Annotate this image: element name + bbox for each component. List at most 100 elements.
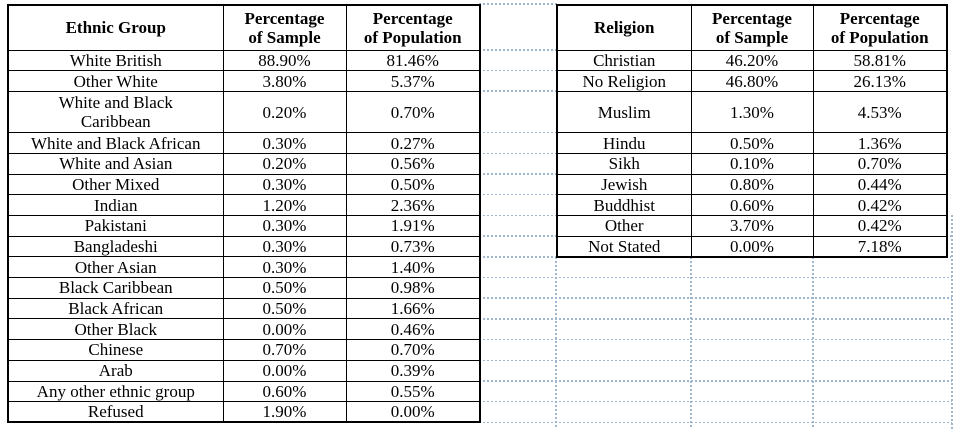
cell[interactable]: White and Black African	[7, 132, 224, 154]
gridline-v	[690, 257, 692, 429]
cell[interactable]: 0.55%	[345, 380, 481, 403]
column-header[interactable]: Religion	[556, 4, 692, 51]
cell[interactable]: 0.10%	[690, 152, 814, 175]
cell[interactable]: Jewish	[556, 173, 692, 196]
cell[interactable]: 88.90%	[222, 49, 347, 72]
gridline-h	[479, 276, 952, 279]
gridline-v	[555, 257, 557, 429]
cell[interactable]: 46.20%	[690, 49, 814, 72]
cell[interactable]: White and Black Caribbean	[7, 90, 224, 134]
cell[interactable]: 1.30%	[690, 90, 814, 134]
cell[interactable]: 0.44%	[812, 173, 948, 196]
cell[interactable]: 0.30%	[222, 215, 347, 237]
cell[interactable]: 0.98%	[345, 277, 481, 299]
cell[interactable]: 0.30%	[222, 256, 347, 279]
cell[interactable]: 0.70%	[345, 339, 481, 361]
cell[interactable]: 1.20%	[222, 194, 347, 217]
gridline-h	[946, 256, 951, 258]
cell[interactable]: 0.73%	[345, 235, 481, 258]
cell[interactable]: 4.53%	[812, 90, 948, 134]
cell[interactable]: Refused	[7, 401, 224, 423]
cell[interactable]: Pakistani	[7, 215, 224, 237]
column-header[interactable]: Percentage of Sample	[690, 4, 814, 51]
table-row: Refused 1.90% 0.00%	[7, 401, 481, 423]
cell[interactable]: 3.80%	[222, 70, 347, 92]
cell[interactable]: 0.00%	[690, 235, 814, 258]
table-row: Other 3.70% 0.42%	[556, 215, 948, 237]
cell[interactable]: White and Asian	[7, 152, 224, 175]
cell[interactable]: Black Caribbean	[7, 277, 224, 299]
cell[interactable]: Any other ethnic group	[7, 380, 224, 403]
gridline-h	[479, 235, 557, 237]
cell[interactable]: 0.20%	[222, 152, 347, 175]
cell[interactable]: 0.56%	[345, 152, 481, 175]
table-row: White and Asian 0.20% 0.56%	[7, 152, 481, 175]
cell[interactable]: 0.50%	[690, 132, 814, 154]
ethnic-group-table: Ethnic Group Percentage of Sample Percenta…	[7, 4, 481, 424]
cell[interactable]: 2.36%	[345, 194, 481, 217]
cell[interactable]: 1.40%	[345, 256, 481, 279]
cell[interactable]: Arab	[7, 359, 224, 382]
cell[interactable]: 0.42%	[812, 215, 948, 237]
cell[interactable]: 0.20%	[222, 90, 347, 134]
cell[interactable]: 0.30%	[222, 173, 347, 196]
cell[interactable]: Black African	[7, 297, 224, 320]
table-row: Indian 1.20% 2.36%	[7, 194, 481, 217]
cell[interactable]: 5.37%	[345, 70, 481, 92]
cell[interactable]: Chinese	[7, 339, 224, 361]
cell[interactable]: Bangladeshi	[7, 235, 224, 258]
cell[interactable]: 0.00%	[222, 318, 347, 341]
cell[interactable]: Indian	[7, 194, 224, 217]
cell[interactable]: 7.18%	[812, 235, 948, 258]
cell[interactable]: 0.60%	[222, 380, 347, 403]
cell[interactable]: 0.50%	[222, 277, 347, 299]
table-row: No Religion 46.80% 26.13%	[556, 70, 948, 92]
cell[interactable]: 0.42%	[812, 194, 948, 217]
table-row: White and Black Caribbean 0.20% 0.70%	[7, 90, 481, 134]
cell[interactable]: Sikh	[556, 152, 692, 175]
cell[interactable]: 0.30%	[222, 132, 347, 154]
gridline-h	[479, 90, 557, 92]
cell[interactable]: 0.00%	[345, 401, 481, 423]
cell[interactable]: 0.70%	[812, 152, 948, 175]
cell[interactable]: Other White	[7, 70, 224, 92]
cell[interactable]: Other	[556, 215, 692, 237]
cell[interactable]: 3.70%	[690, 215, 814, 237]
cell[interactable]: 46.80%	[690, 70, 814, 92]
cell[interactable]: 0.70%	[222, 339, 347, 361]
cell[interactable]: 1.36%	[812, 132, 948, 154]
cell[interactable]: 0.70%	[345, 90, 481, 134]
cell[interactable]: 1.66%	[345, 297, 481, 320]
cell[interactable]: 1.91%	[345, 215, 481, 237]
cell[interactable]: 0.27%	[345, 132, 481, 154]
cell[interactable]: No Religion	[556, 70, 692, 92]
cell[interactable]: 0.46%	[345, 318, 481, 341]
cell[interactable]: Other Mixed	[7, 173, 224, 196]
cell[interactable]: 81.46%	[345, 49, 481, 72]
cell[interactable]: 0.50%	[222, 297, 347, 320]
table-row: Jewish 0.80% 0.44%	[556, 173, 948, 196]
cell[interactable]: Christian	[556, 49, 692, 72]
cell[interactable]: 0.00%	[222, 359, 347, 382]
religion-table: Religion Percentage of Sample Percentage o…	[556, 4, 948, 258]
cell[interactable]: 1.90%	[222, 401, 347, 423]
column-header[interactable]: Percentage of Population	[812, 4, 948, 51]
cell[interactable]: Buddhist	[556, 194, 692, 217]
cell[interactable]: 0.80%	[690, 173, 814, 196]
cell[interactable]: 0.50%	[345, 173, 481, 196]
cell[interactable]: Hindu	[556, 132, 692, 154]
column-header[interactable]: Ethnic Group	[7, 4, 224, 51]
cell[interactable]: 0.39%	[345, 359, 481, 382]
cell[interactable]: 58.81%	[812, 49, 948, 72]
cell[interactable]: Not Stated	[556, 235, 692, 258]
cell[interactable]: 0.60%	[690, 194, 814, 217]
cell[interactable]: Other Asian	[7, 256, 224, 279]
cell[interactable]: 0.30%	[222, 235, 347, 258]
header-row: Ethnic Group Percentage of Sample Percenta…	[7, 4, 481, 51]
cell[interactable]: 26.13%	[812, 70, 948, 92]
column-header[interactable]: Percentage of Sample	[222, 4, 347, 51]
cell[interactable]: Muslim	[556, 90, 692, 134]
cell[interactable]: White British	[7, 49, 224, 72]
column-header[interactable]: Percentage of Population	[345, 4, 481, 51]
cell[interactable]: Other Black	[7, 318, 224, 341]
